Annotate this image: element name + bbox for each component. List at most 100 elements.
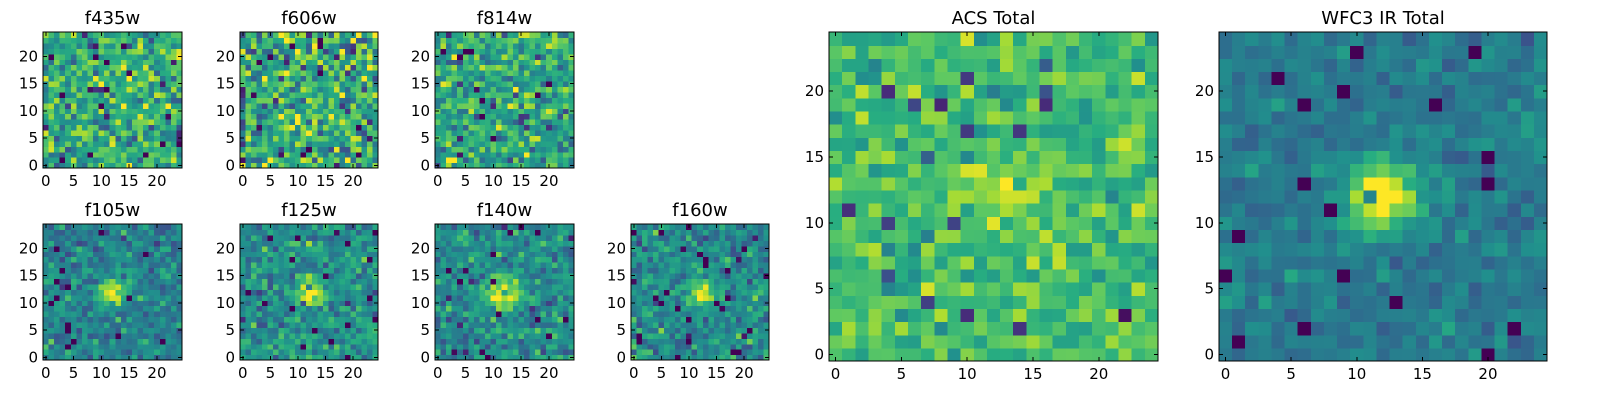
heatmap-cell (490, 91, 497, 98)
heatmap-cell (702, 229, 709, 236)
heatmap-cell (451, 162, 458, 169)
heatmap-cell (1092, 229, 1106, 244)
heatmap-cell (1000, 282, 1014, 296)
heatmap-cell (479, 289, 486, 296)
heatmap-cell (48, 151, 55, 158)
heatmap-cell (518, 316, 525, 323)
heatmap-cell (339, 135, 346, 142)
heatmap-cell (479, 234, 486, 241)
heatmap-cell (317, 48, 324, 55)
heatmap-cell (328, 80, 335, 87)
heatmap-cell (1000, 308, 1014, 323)
heatmap-cell (306, 86, 313, 93)
heatmap-cell (148, 113, 155, 120)
heatmap-cell (708, 332, 715, 339)
heatmap-cell (159, 42, 166, 49)
heatmap-cell (702, 251, 709, 258)
heatmap-cell (523, 70, 531, 77)
heatmap-cell (328, 229, 335, 236)
heatmap-cell (59, 327, 66, 334)
heatmap-cell (278, 102, 285, 109)
heatmap-cell (724, 267, 731, 274)
heatmap-cell (457, 140, 464, 147)
heatmap-cell (724, 256, 731, 263)
heatmap-cell (81, 162, 89, 169)
heatmap-cell (262, 300, 269, 307)
heatmap-cell (546, 113, 553, 120)
heatmap-cell (1013, 229, 1027, 244)
heatmap-cell (647, 316, 654, 323)
heatmap-cell (546, 321, 553, 328)
x-tick-label: 15 (316, 364, 335, 382)
heatmap-cell (278, 75, 285, 82)
heatmap-cell (148, 32, 155, 39)
heatmap-cell (523, 272, 531, 279)
heatmap-cell (686, 251, 693, 258)
heatmap-cell (702, 278, 709, 285)
heatmap-cell (479, 32, 486, 39)
heatmap-cell (907, 347, 922, 362)
heatmap-cell (1092, 189, 1106, 204)
heatmap-cell (518, 135, 525, 142)
heatmap-cell (295, 262, 302, 269)
heatmap-cell (636, 327, 643, 334)
heatmap-cell (333, 64, 340, 71)
heatmap-cell (535, 294, 542, 301)
heatmap-cell (540, 162, 547, 169)
heatmap-cell (120, 119, 127, 126)
heatmap-cell (339, 305, 346, 312)
heatmap-cell (462, 294, 469, 301)
heatmap-cell (240, 349, 247, 356)
heatmap-cell (713, 349, 720, 356)
heatmap-cell (697, 300, 704, 307)
heatmap-cell (1065, 163, 1080, 178)
heatmap-cell (568, 70, 575, 77)
heatmap-cell (339, 327, 346, 334)
heatmap-cell (518, 300, 525, 307)
heatmap-cell (512, 119, 519, 126)
heatmap-cell (523, 224, 531, 231)
heatmap-cell (262, 229, 269, 236)
heatmap-cell (165, 294, 172, 301)
heatmap-cell (300, 129, 307, 136)
heatmap-cell (306, 234, 313, 241)
heatmap-cell (468, 338, 475, 345)
heatmap-cell (87, 305, 94, 312)
heatmap-cell (143, 129, 150, 136)
heatmap-cell (76, 267, 83, 274)
heatmap-cell (93, 48, 100, 55)
heatmap-cell (300, 124, 307, 131)
heatmap-cell (131, 224, 139, 231)
heatmap-cell (245, 146, 252, 153)
heatmap-cell (361, 229, 368, 236)
heatmap-cell (109, 108, 116, 115)
heatmap-cell (708, 316, 715, 323)
heatmap-cell (479, 316, 486, 323)
heatmap-cell (829, 295, 843, 309)
heatmap-cell (462, 283, 469, 290)
heatmap-cell (675, 267, 682, 274)
heatmap-cell (546, 294, 553, 301)
heatmap-cell (54, 32, 61, 39)
heatmap-cell (366, 262, 374, 269)
heatmap-cell (322, 70, 329, 77)
heatmap-cell (631, 267, 638, 274)
heatmap-cell (262, 305, 269, 312)
heatmap-cell (176, 338, 183, 345)
heatmap-cell (485, 124, 492, 131)
heatmap-cell (251, 162, 258, 169)
heatmap-cell (76, 349, 83, 356)
heatmap-cell (568, 256, 575, 263)
heatmap-cell (372, 234, 379, 241)
heatmap-cell (691, 267, 698, 274)
heatmap-cell (339, 294, 346, 301)
heatmap-cell (262, 224, 269, 231)
heatmap-cell (48, 327, 55, 334)
heatmap-cell (1013, 334, 1027, 349)
heatmap-cell (535, 234, 542, 241)
heatmap-cell (855, 321, 870, 336)
heatmap-cell (372, 86, 379, 93)
heatmap-cell (529, 113, 536, 120)
heatmap-cell (278, 327, 285, 334)
heatmap-cell (70, 135, 77, 142)
